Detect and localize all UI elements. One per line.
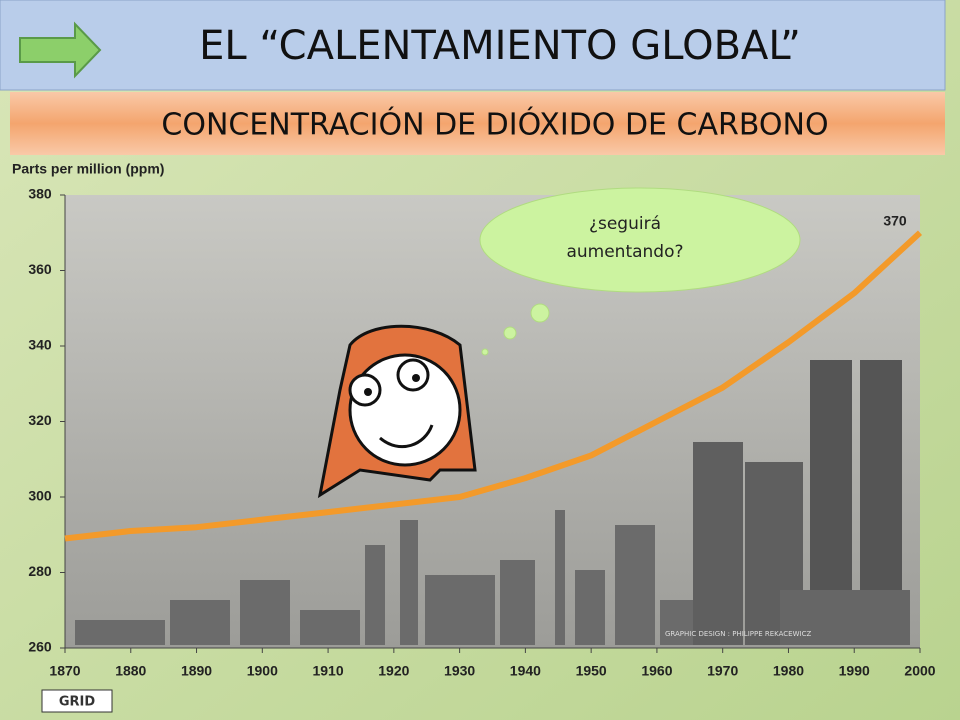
thought-bubble xyxy=(479,187,801,356)
credit: GRAPHIC DESIGN : PHILIPPE REKACEWICZ xyxy=(665,630,811,638)
x-tick-label: 1870 xyxy=(49,663,80,679)
y-tick-label: 260 xyxy=(28,639,52,655)
x-tick-label: 1950 xyxy=(576,663,607,679)
skyline xyxy=(75,360,910,645)
x-tick-label: 1900 xyxy=(247,663,278,679)
x-tick-label: 1930 xyxy=(444,663,475,679)
x-tick-label: 1990 xyxy=(839,663,870,679)
bubble-text: aumentando? xyxy=(566,242,683,262)
header xyxy=(0,0,946,91)
x-tick-label: 1940 xyxy=(510,663,541,679)
x-tick-label: 2000 xyxy=(904,663,935,679)
x-tick-label: 1880 xyxy=(115,663,146,679)
y-tick-label: 360 xyxy=(28,261,52,277)
arrow-icon xyxy=(19,21,102,79)
y-tick-label: 380 xyxy=(28,186,52,202)
end-label: 370 xyxy=(883,213,907,229)
bubble-text: ¿seguirá xyxy=(589,214,661,234)
y-tick-label: 280 xyxy=(28,563,52,579)
co2-line xyxy=(64,230,923,542)
x-tick-label: 1970 xyxy=(707,663,738,679)
x-tick-label: 1920 xyxy=(378,663,409,679)
y-axis-label: Parts per million (ppm) xyxy=(12,161,164,177)
subtitle-bar xyxy=(10,92,945,155)
slide-title: EL “CALENTAMIENTO GLOBAL” xyxy=(199,23,801,69)
x-tick-label: 1980 xyxy=(773,663,804,679)
face xyxy=(317,324,477,499)
logo-box xyxy=(41,689,113,713)
x-tick-label: 1890 xyxy=(181,663,212,679)
y-tick-label: 320 xyxy=(28,412,52,428)
y-tick-label: 340 xyxy=(28,337,52,353)
logo: GRID xyxy=(59,695,96,710)
y-tick-label: 300 xyxy=(28,488,52,504)
subtitle: CONCENTRACIÓN DE DIÓXIDO DE CARBONO xyxy=(161,106,828,143)
x-tick-label: 1960 xyxy=(641,663,672,679)
x-tick-label: 1910 xyxy=(312,663,343,679)
